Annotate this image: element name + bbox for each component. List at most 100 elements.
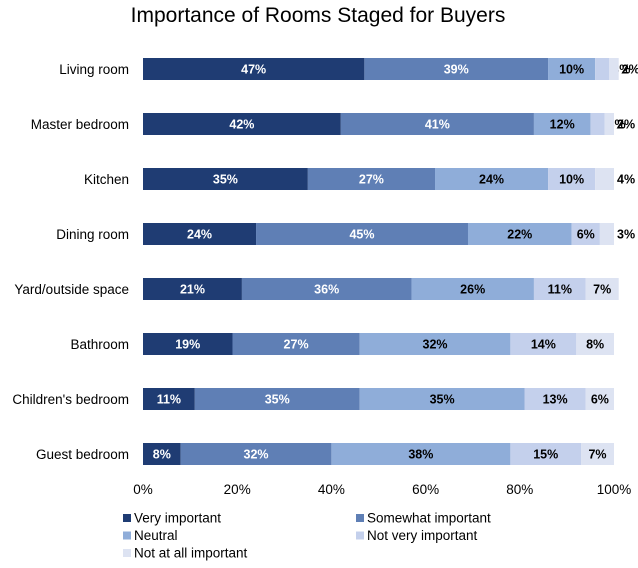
data-label: 13%: [543, 393, 568, 407]
bar-segment: [548, 58, 596, 80]
legend-swatch: [123, 514, 131, 522]
bar-segment: [241, 278, 412, 300]
x-tick-label: 60%: [412, 482, 439, 497]
data-label: 35%: [430, 393, 455, 407]
bar-segment: [256, 223, 468, 245]
category-label: Master bedroom: [31, 117, 129, 132]
bar-segment: [364, 58, 549, 80]
data-label: 24%: [479, 173, 504, 187]
bar-segment: [143, 223, 257, 245]
bar-segment: [581, 443, 614, 465]
bar-segment: [331, 443, 511, 465]
bar-segment: [143, 333, 233, 355]
data-label: 47%: [241, 63, 266, 77]
data-label: 21%: [180, 283, 205, 297]
data-label: 19%: [175, 338, 200, 352]
legend-label: Very important: [134, 511, 221, 526]
data-label: 22%: [507, 228, 532, 242]
bar-segment: [143, 113, 341, 135]
legend-label: Not very important: [367, 528, 478, 543]
data-label: 35%: [213, 173, 238, 187]
data-label: 7%: [593, 283, 611, 297]
x-tick-label: 80%: [506, 482, 533, 497]
data-label: 35%: [265, 393, 290, 407]
chart-title: Importance of Rooms Staged for Buyers: [131, 4, 506, 27]
bar-segment: [467, 223, 572, 245]
data-label: 2%: [622, 63, 638, 77]
bar-segment: [524, 388, 586, 410]
bar-segment: [533, 278, 586, 300]
bar-segment: [143, 168, 308, 190]
bar-segment: [510, 443, 582, 465]
data-label: 10%: [559, 173, 584, 187]
data-label: 38%: [408, 448, 433, 462]
legend-label: Not at all important: [134, 546, 248, 561]
bar-segment: [194, 388, 360, 410]
bar-segment: [585, 388, 614, 410]
data-label: 8%: [153, 448, 171, 462]
bar-segment: [533, 113, 591, 135]
bar-segment: [232, 333, 360, 355]
bar-segment: [609, 58, 619, 80]
bar-segment: [604, 113, 614, 135]
legend-label: Neutral: [134, 528, 178, 543]
data-label: 32%: [423, 338, 448, 352]
data-label: 42%: [229, 118, 254, 132]
data-label: 4%: [617, 173, 635, 187]
bar-segment: [435, 168, 549, 190]
bar-segment: [143, 388, 195, 410]
bar-segment: [359, 333, 511, 355]
legend-swatch: [356, 514, 364, 522]
bar-segment: [143, 278, 242, 300]
bar-segment: [340, 113, 534, 135]
category-label: Dining room: [56, 227, 129, 242]
bar-segment: [590, 113, 605, 135]
legend-swatch: [123, 531, 131, 540]
data-label: 15%: [533, 448, 558, 462]
data-label: 8%: [586, 338, 604, 352]
legend-label: Somewhat important: [367, 511, 491, 526]
bar-segment: [576, 333, 614, 355]
bar-segment: [585, 278, 619, 300]
bar-segment: [571, 223, 600, 245]
bar-segment: [307, 168, 436, 190]
data-label: 45%: [349, 228, 374, 242]
data-label: 27%: [284, 338, 309, 352]
plot-area: Living room 47% 39% 10% 3% 2% Master bedroom 42…: [12, 58, 638, 465]
legend-swatch: [123, 549, 131, 557]
category-label: Children's bedroom: [12, 392, 129, 407]
bar-segment: [595, 168, 614, 190]
bar-segment: [548, 168, 596, 190]
data-label: 32%: [244, 448, 269, 462]
data-label: 24%: [187, 228, 212, 242]
bar-segment: [599, 223, 614, 245]
data-label: 36%: [314, 283, 339, 297]
data-label: 3%: [617, 228, 635, 242]
legend-swatch: [356, 531, 364, 540]
bar-segment: [143, 58, 365, 80]
bar-segment: [359, 388, 525, 410]
category-label: Living room: [59, 62, 129, 77]
bar-segment: [143, 443, 181, 465]
legend: Very important Somewhat important Neutral N…: [123, 511, 491, 561]
bar-segment: [411, 278, 534, 300]
bar-segment: [180, 443, 332, 465]
bar-segment: [595, 58, 610, 80]
data-label: 14%: [531, 338, 556, 352]
data-label: 27%: [359, 173, 384, 187]
data-label: 11%: [157, 393, 181, 407]
x-tick-label: 100%: [597, 482, 632, 497]
data-label: 11%: [548, 283, 572, 297]
category-label: Yard/outside space: [14, 282, 129, 297]
x-tick-label: 40%: [318, 482, 345, 497]
data-label: 12%: [550, 118, 575, 132]
data-label: 2%: [617, 118, 635, 132]
category-label: Kitchen: [84, 172, 129, 187]
category-label: Bathroom: [70, 337, 129, 352]
data-label: 7%: [588, 448, 606, 462]
x-tick-label: 20%: [224, 482, 251, 497]
bar-segment: [510, 333, 577, 355]
category-label: Guest bedroom: [36, 447, 129, 462]
x-tick-label: 0%: [133, 482, 153, 497]
